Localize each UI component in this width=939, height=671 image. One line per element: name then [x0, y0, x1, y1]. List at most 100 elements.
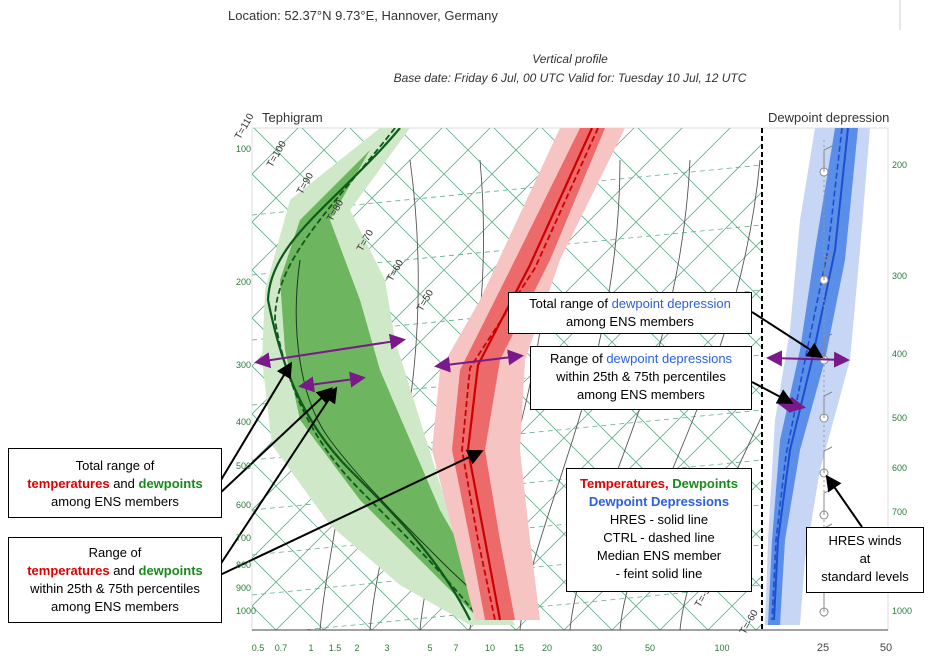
pressure-label: 800 [236, 560, 251, 570]
text: Dewpoints [672, 476, 738, 491]
x-label: 20 [542, 643, 552, 653]
isotherm [252, 128, 443, 319]
x-label: 10 [485, 643, 495, 653]
pressure-label: 400 [892, 349, 907, 359]
text: CTRL - dashed line [603, 530, 715, 545]
text: HRES - solid line [609, 512, 709, 527]
dry-adiabat [252, 461, 421, 630]
callout-arrows [217, 311, 863, 576]
wind-barb [823, 391, 833, 418]
pressure-label: 600 [892, 463, 907, 473]
text: and [109, 563, 139, 578]
pressure-label: 500 [892, 413, 907, 423]
x-label: 3 [384, 643, 389, 653]
range-arrow [766, 350, 850, 368]
text: and [109, 476, 139, 491]
pressure-label: 400 [236, 417, 251, 427]
text: within 25th & 75th percentiles [556, 369, 726, 384]
text: dewpoints [138, 563, 203, 578]
panel-title: Dewpoint depression [768, 110, 889, 125]
pressure-label: 300 [236, 360, 251, 370]
x-label: 0.7 [275, 643, 288, 653]
text: among ENS members [577, 387, 705, 402]
text: standard levels [821, 569, 909, 584]
pressure-label: 700 [236, 533, 251, 543]
callout-arrow [751, 381, 794, 404]
text: - feint solid line [615, 566, 703, 581]
text: Total range of [75, 458, 155, 473]
text: dewpoints [138, 476, 203, 491]
range-arrow [254, 333, 406, 369]
temperature-iqr [452, 128, 605, 620]
pressure-label: 300 [892, 271, 907, 281]
location: Location: 52.37°N 9.73°E, Hannover, Germ… [228, 8, 498, 23]
text: temperatures [27, 476, 110, 491]
wind-barb [823, 253, 833, 280]
annotation-box: Total range of dewpoint depression among… [508, 292, 752, 334]
isotherm-label: T=-60 [738, 608, 761, 637]
pressure-label: 1000 [892, 606, 912, 616]
pressure-label: 200 [892, 160, 907, 170]
text: among ENS members [51, 599, 179, 614]
text: at [859, 551, 871, 566]
x-label: 7 [453, 643, 458, 653]
x-label: 50 [880, 642, 892, 654]
range-arrow [298, 371, 366, 393]
isotherm-label: T=100 [265, 139, 289, 170]
x-label: 25 [817, 642, 829, 654]
subtitle: Base date: Friday 6 Jul, 00 UTC Valid fo… [394, 71, 747, 85]
text: Temperatures, [580, 476, 673, 491]
x-label: 1.5 [329, 643, 342, 653]
wind-barb [823, 446, 833, 473]
title: Vertical profile [532, 52, 608, 66]
isotherm [252, 128, 347, 223]
isotherm [659, 527, 762, 630]
panel-title: Tephigram [262, 110, 323, 125]
pressure-label: 100 [236, 144, 251, 154]
text: among ENS members [566, 314, 694, 329]
pressure-label: 600 [236, 500, 251, 510]
isotherm [252, 128, 635, 511]
x-label: 5 [427, 643, 432, 653]
text: HRES winds [828, 533, 902, 548]
callout-arrow [219, 449, 484, 576]
text: among ENS members [51, 494, 179, 509]
pressure-label: 900 [236, 583, 251, 593]
callout-arrow [217, 387, 333, 496]
pressure-label: 700 [892, 507, 907, 517]
text: Dewpoint Depressions [588, 494, 730, 509]
isotherm-label: T=110 [233, 111, 257, 141]
text: Total range of [529, 296, 612, 311]
callout-arrow [217, 361, 293, 486]
temperature-hres [466, 128, 594, 621]
text: within 25th & 75th percentiles [30, 581, 200, 596]
text: Range of [88, 545, 142, 560]
text: dewpoint depression [611, 296, 731, 311]
wind-barb [823, 145, 833, 172]
annotation-box: Total range of temperatures and dewpoint… [8, 448, 222, 518]
pressure-label: 1000 [236, 606, 256, 616]
isotherm [252, 128, 299, 175]
dry-adiabat [637, 128, 762, 253]
temperature-ctrl [461, 128, 599, 621]
text: temperatures [27, 563, 110, 578]
x-label: 30 [592, 643, 602, 653]
x-label: 0.5 [252, 643, 265, 653]
dewpoint-ctrl [274, 128, 481, 621]
pressure-label: 200 [236, 277, 251, 287]
text: Range of [549, 351, 607, 366]
callout-arrow [751, 311, 824, 359]
callout-arrow [219, 386, 338, 566]
x-label: 1 [308, 643, 313, 653]
x-label: 50 [645, 643, 655, 653]
x-label: 100 [714, 643, 729, 653]
callout-arrow [825, 474, 863, 528]
x-label: 2 [354, 643, 359, 653]
annotation-box: Temperatures, Dewpoints Dewpoint Depress… [566, 468, 752, 592]
dewpoint-iqr [280, 150, 495, 620]
range-arrow [434, 349, 524, 373]
x-label: 15 [514, 643, 524, 653]
dry-adiabat [252, 509, 373, 630]
